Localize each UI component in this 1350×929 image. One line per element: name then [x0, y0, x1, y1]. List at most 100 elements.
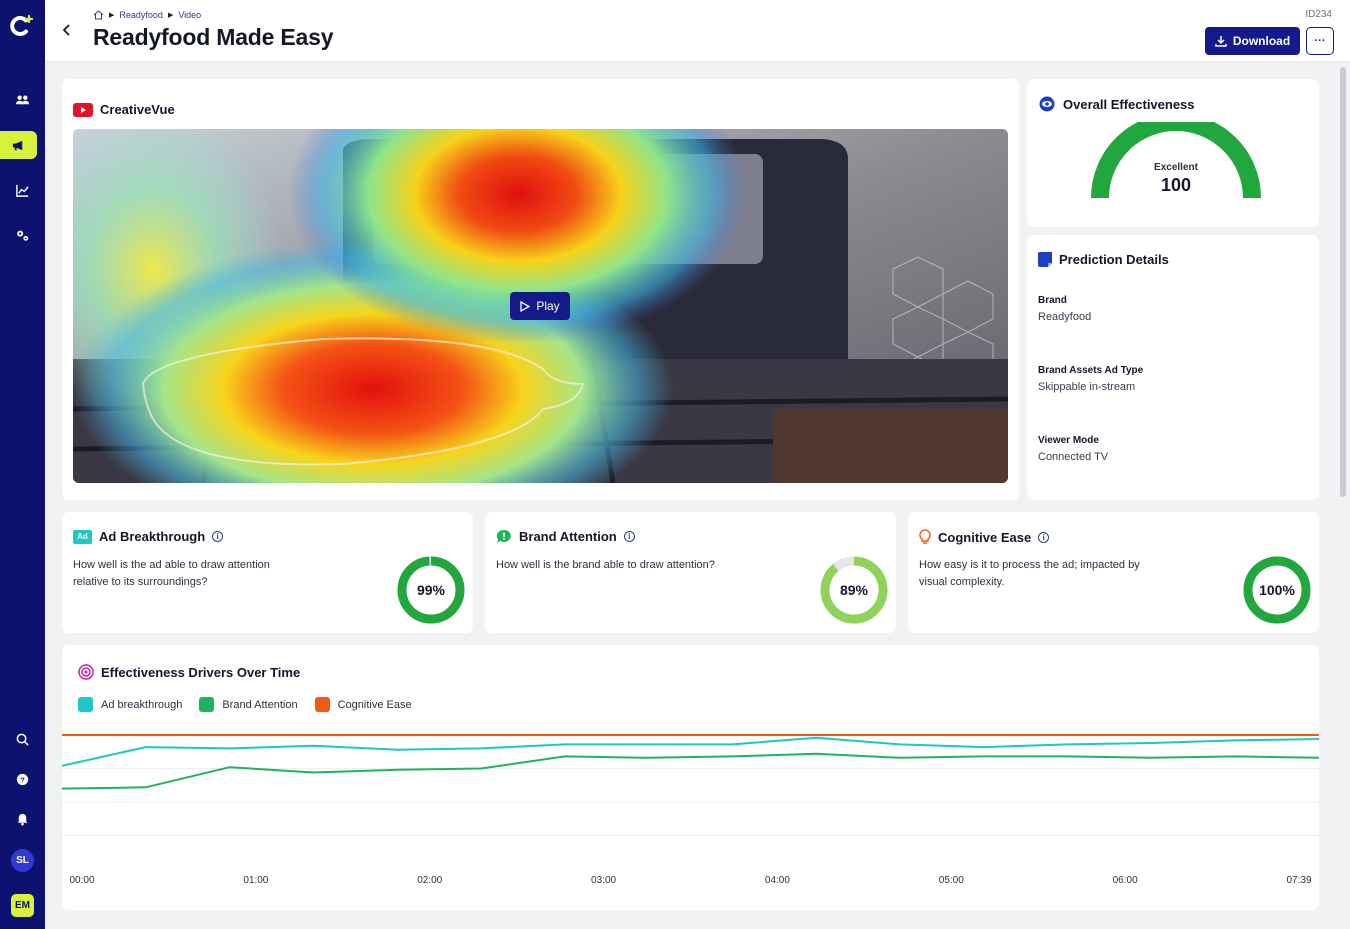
series-line-brand-attention[interactable]: [62, 752, 1319, 790]
detail-value-brand: Readyfood: [1038, 311, 1092, 323]
donut-progress-arc: [397, 556, 465, 624]
effectiveness-gauge: [1091, 122, 1261, 199]
legend-label: Cognitive Ease: [337, 698, 412, 711]
user-avatar[interactable]: SL: [11, 849, 34, 872]
asset-id: ID234: [1305, 9, 1332, 20]
brand-attention-donut: [820, 556, 888, 624]
download-button[interactable]: Download: [1205, 27, 1300, 55]
page-scrollbar[interactable]: [1339, 62, 1347, 929]
gauge-rating: Excellent: [1154, 162, 1198, 173]
ad-breakthrough-card: Ad Ad Breakthrough i How well is the ad …: [62, 512, 473, 633]
info-icon[interactable]: i: [212, 531, 224, 542]
download-label: Download: [1232, 34, 1291, 48]
breadcrumb-separator: ▶: [167, 12, 174, 19]
breadcrumb-item-type[interactable]: Video: [178, 10, 202, 20]
download-icon: [1215, 36, 1227, 47]
help-icon[interactable]: ?: [0, 765, 45, 793]
cognitive-ease-score: 100%: [1259, 582, 1295, 598]
cognitive-ease-card: Cognitive Ease i How easy is it to proce…: [908, 512, 1319, 633]
breadcrumb-separator: ▶: [109, 12, 115, 19]
megaphone-icon[interactable]: [0, 131, 37, 159]
legend-swatch: [78, 697, 93, 712]
ad-breakthrough-score: 99%: [416, 582, 446, 598]
effectiveness-drivers-card: Effectiveness Drivers Over Time Ad break…: [62, 645, 1319, 910]
play-button[interactable]: Play: [510, 292, 570, 320]
x-tick-label: 06:00: [1112, 875, 1138, 886]
cognitive-ease-title-text: Cognitive Ease: [938, 529, 1032, 545]
page-title: Readyfood Made Easy: [93, 24, 334, 50]
prediction-details-card: Prediction Details Brand Readyfood Brand…: [1027, 235, 1319, 500]
back-arrow-icon[interactable]: [59, 22, 75, 38]
brand-attention-score: 89%: [839, 582, 869, 598]
legend-item-brand-attention[interactable]: Brand Attention: [199, 697, 298, 712]
workspace-avatar[interactable]: EM: [11, 894, 34, 917]
ad-badge-icon: Ad: [73, 529, 92, 544]
legend-swatch: [199, 697, 215, 712]
overall-effectiveness-card: Overall Effectiveness Excellent 100: [1027, 79, 1319, 227]
ad-breakthrough-title-text: Ad Breakthrough: [99, 529, 206, 544]
ad-breakthrough-title: Ad Ad Breakthrough i: [73, 529, 224, 544]
more-options-button[interactable]: ···: [1306, 27, 1334, 55]
play-icon: [520, 300, 531, 312]
page-header: ▶ Readyfood ▶ Video Readyfood Made Easy …: [45, 0, 1350, 62]
drivers-line-chart: [62, 734, 1319, 836]
ad-breakthrough-donut: [397, 556, 465, 624]
legend-label: Brand Attention: [222, 698, 298, 711]
info-icon[interactable]: i: [1038, 531, 1050, 543]
donut-progress-arc: [820, 556, 888, 624]
detail-label-brand: Brand: [1038, 295, 1067, 306]
series-line-ad-breakthrough[interactable]: [62, 736, 1319, 767]
donut-progress-arc: [1243, 556, 1311, 624]
legend-swatch: [314, 697, 330, 712]
search-icon[interactable]: [0, 725, 45, 753]
brand-logo-icon[interactable]: [9, 13, 35, 39]
info-icon[interactable]: i: [623, 531, 635, 542]
x-tick-label: 03:00: [591, 875, 617, 886]
legend-item-cognitive-ease[interactable]: Cognitive Ease: [314, 697, 412, 712]
cognitive-ease-title: Cognitive Ease i: [919, 529, 1050, 545]
alert-bubble-icon: [496, 529, 511, 543]
creativevue-title: CreativeVue: [73, 102, 175, 117]
brand-attention-card: Brand Attention i How well is the brand …: [485, 512, 896, 633]
detail-label-viewer-mode: Viewer Mode: [1038, 435, 1099, 446]
x-tick-label: 01:00: [243, 875, 269, 886]
cognitive-ease-description: How easy is it to process the ad; impact…: [919, 559, 1140, 588]
legend-item-ad-breakthrough[interactable]: Ad breakthrough: [78, 697, 182, 712]
overall-effectiveness-title: Overall Effectiveness: [1038, 96, 1195, 112]
ad-breakthrough-description: How well is the ad able to draw attentio…: [73, 559, 270, 588]
home-icon[interactable]: [93, 10, 104, 20]
eye-icon: [1039, 96, 1055, 112]
overall-effectiveness-title-text: Overall Effectiveness: [1063, 96, 1195, 112]
effectiveness-drivers-title-text: Effectiveness Drivers Over Time: [101, 664, 301, 680]
gauge-score: 100: [1160, 175, 1192, 195]
x-tick-label: 00:00: [69, 875, 95, 886]
bell-icon[interactable]: [0, 804, 45, 832]
document-icon: [1038, 252, 1052, 267]
prediction-details-title-text: Prediction Details: [1059, 252, 1169, 267]
line-chart-icon[interactable]: [0, 176, 45, 204]
lightbulb-icon: [919, 529, 931, 544]
x-tick-label: 07:39: [1286, 875, 1312, 886]
legend-label: Ad breakthrough: [101, 698, 183, 711]
x-tick-label: 02:00: [417, 875, 443, 886]
scrollbar-thumb[interactable]: [1340, 67, 1346, 497]
chart-legend: Ad breakthrough Brand Attention Cognitiv…: [78, 697, 412, 712]
sidebar: ? SL EM: [0, 0, 45, 929]
breadcrumb-item-brand[interactable]: Readyfood: [119, 10, 163, 20]
x-tick-label: 04:00: [764, 875, 790, 886]
play-label: Play: [536, 299, 560, 313]
gears-icon[interactable]: [0, 221, 45, 249]
brand-attention-description: How well is the brand able to draw atten…: [496, 559, 715, 571]
target-icon: [78, 664, 94, 680]
detail-label-ad-type: Brand Assets Ad Type: [1038, 365, 1144, 376]
svg-text:?: ?: [20, 775, 25, 784]
video-heatmap-player[interactable]: Play: [73, 129, 1008, 483]
x-tick-label: 05:00: [938, 875, 964, 886]
creativevue-title-text: CreativeVue: [100, 102, 175, 117]
cognitive-ease-donut: [1243, 556, 1311, 624]
users-icon[interactable]: [0, 86, 45, 114]
brand-attention-title-text: Brand Attention: [519, 529, 617, 544]
creativevue-card: CreativeVue: [62, 79, 1019, 500]
brand-attention-title: Brand Attention i: [496, 529, 635, 544]
effectiveness-drivers-title: Effectiveness Drivers Over Time: [78, 664, 300, 680]
